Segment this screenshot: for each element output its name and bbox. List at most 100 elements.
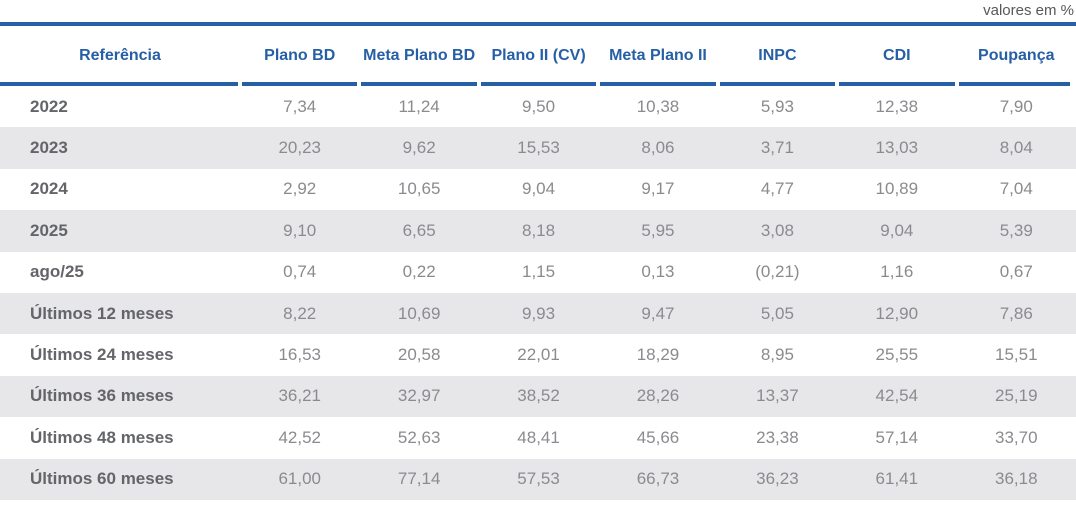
row-value: 8,18 — [478, 210, 599, 252]
row-value: 3,08 — [717, 210, 838, 252]
row-value: 1,15 — [522, 262, 556, 282]
row-value: 77,14 — [359, 458, 479, 500]
unit-note: valores em % — [983, 2, 1074, 19]
row-label: Últimos 36 meses — [0, 375, 240, 418]
row-value: 66,73 — [598, 458, 718, 500]
row-label: Últimos 12 meses — [0, 292, 240, 335]
row-value: 10,69 — [359, 292, 479, 335]
row-value: 22,01 — [517, 345, 560, 365]
column-header-meta-plano-bd: Meta Plano BD — [359, 26, 478, 86]
row-value: 32,97 — [359, 375, 479, 418]
row-value: 8,04 — [956, 127, 1076, 169]
row-value: 61,41 — [837, 458, 957, 500]
row-label: 2023 — [0, 127, 240, 169]
row-value: 9,04 — [522, 179, 556, 199]
performance-table: Referência Plano BD Meta Plano BD Plano … — [0, 26, 1076, 500]
row-value: 1,16 — [880, 262, 914, 282]
table-header: Referência Plano BD Meta Plano BD Plano … — [0, 26, 1076, 86]
row-value: 0,74 — [283, 262, 317, 282]
row-label: 2025 — [0, 210, 240, 252]
column-header-poupanca: Poupança — [957, 26, 1076, 86]
row-value: 25,19 — [956, 375, 1076, 418]
row-value: 25,55 — [875, 345, 919, 365]
row-value: 6,65 — [359, 210, 479, 252]
row-value: 48,41 — [517, 427, 560, 447]
row-value: 36,21 — [240, 375, 360, 418]
row-value: 7,86 — [956, 292, 1076, 335]
row-value: 4,77 — [760, 179, 794, 199]
column-header-plano-ii-cv: Plano II (CV) — [479, 26, 598, 86]
row-value: 0,67 — [999, 262, 1033, 282]
row-value: 61,00 — [240, 458, 360, 500]
row-value: 8,95 — [760, 345, 794, 365]
row-value: 23,38 — [756, 427, 799, 447]
row-value: 38,52 — [478, 375, 599, 418]
table-row: 2022 7,34 11,24 9,50 10,38 5,93 12,38 7,90 — [0, 86, 1076, 127]
row-value: 33,70 — [994, 427, 1038, 447]
row-value: 45,66 — [636, 427, 680, 447]
row-value: 12,90 — [837, 292, 957, 335]
row-value: (0,21) — [755, 262, 800, 282]
table-row: 2024 2,92 10,65 9,04 9,17 4,77 10,89 7,04 — [0, 169, 1076, 210]
column-header-plano-bd: Plano BD — [240, 26, 359, 86]
row-value: 10,89 — [875, 179, 919, 199]
row-value: 0,13 — [641, 262, 675, 282]
row-value: 13,03 — [837, 127, 957, 169]
table-row: Últimos 60 meses 61,00 77,14 57,53 66,73 36,… — [0, 458, 1076, 500]
row-value: 42,52 — [278, 427, 321, 447]
row-value: 7,04 — [999, 179, 1033, 199]
header-row: Referência Plano BD Meta Plano BD Plano … — [0, 26, 1076, 86]
table-row: Últimos 24 meses 16,53 20,58 22,01 18,29 8,9… — [0, 334, 1076, 375]
row-value: 3,71 — [717, 127, 838, 169]
table-row: Últimos 48 meses 42,52 52,63 48,41 45,66 23,… — [0, 417, 1076, 458]
row-value: 5,93 — [760, 96, 794, 116]
row-value: 8,22 — [240, 292, 360, 335]
row-value: 7,34 — [283, 96, 317, 116]
row-value: 10,65 — [397, 179, 441, 199]
row-value: 15,51 — [994, 345, 1038, 365]
row-value: 9,47 — [598, 292, 718, 335]
table-row: ago/25 0,74 0,22 1,15 0,13 (0,21) 1,16 0,67 — [0, 252, 1076, 293]
column-header-inpc: INPC — [718, 26, 837, 86]
row-value: 36,18 — [956, 458, 1076, 500]
row-value: 7,90 — [999, 96, 1033, 116]
row-value: 0,22 — [402, 262, 436, 282]
row-value: 12,38 — [875, 96, 919, 116]
table-row: 2023 20,23 9,62 15,53 8,06 3,71 13,03 8,04 — [0, 127, 1076, 169]
row-value: 2,92 — [283, 179, 317, 199]
table-row: 2025 9,10 6,65 8,18 5,95 3,08 9,04 5,39 — [0, 210, 1076, 252]
row-value: 5,39 — [956, 210, 1076, 252]
row-value: 5,05 — [717, 292, 838, 335]
row-value: 10,38 — [636, 96, 680, 116]
row-value: 57,14 — [875, 427, 919, 447]
column-header-referencia: Referência — [0, 26, 240, 86]
row-value: 13,37 — [717, 375, 838, 418]
row-label: 2022 — [30, 96, 68, 116]
row-value: 16,53 — [278, 345, 321, 365]
row-value: 20,58 — [397, 345, 441, 365]
row-label: ago/25 — [30, 262, 84, 282]
column-header-cdi: CDI — [837, 26, 956, 86]
row-value: 9,10 — [240, 210, 360, 252]
row-value: 5,95 — [598, 210, 718, 252]
table-body: 2022 7,34 11,24 9,50 10,38 5,93 12,38 7,90 202… — [0, 86, 1076, 500]
row-value: 20,23 — [240, 127, 360, 169]
row-label: 2024 — [30, 179, 68, 199]
row-value: 15,53 — [478, 127, 599, 169]
row-value: 36,23 — [717, 458, 838, 500]
row-value: 9,17 — [641, 179, 675, 199]
row-value: 18,29 — [636, 345, 680, 365]
table-row: Últimos 12 meses 8,22 10,69 9,93 9,47 5,05 12… — [0, 292, 1076, 335]
row-label: Últimos 48 meses — [30, 427, 174, 447]
row-value: 9,50 — [522, 96, 556, 116]
row-label: Últimos 24 meses — [30, 345, 174, 365]
row-label: Últimos 60 meses — [0, 458, 240, 500]
row-value: 52,63 — [397, 427, 441, 447]
row-value: 57,53 — [478, 458, 599, 500]
row-value: 11,24 — [398, 96, 440, 116]
row-value: 9,04 — [837, 210, 957, 252]
row-value: 8,06 — [598, 127, 718, 169]
top-divider — [0, 22, 1076, 26]
row-value: 28,26 — [598, 375, 718, 418]
